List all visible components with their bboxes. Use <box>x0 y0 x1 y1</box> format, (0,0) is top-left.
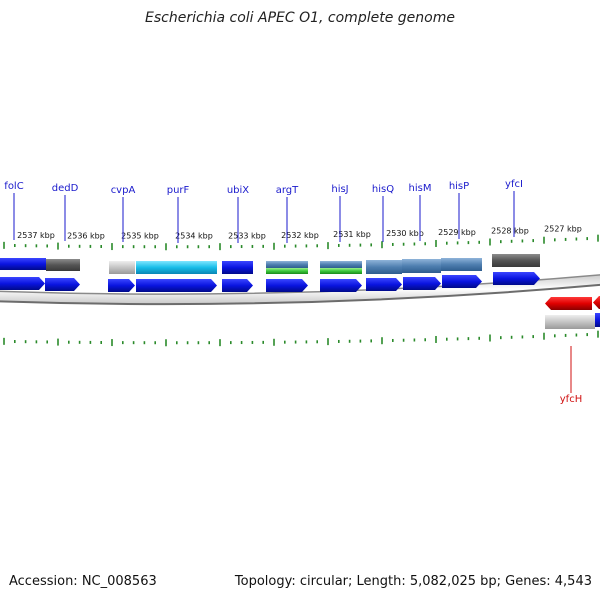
scale-label: 2535 kbp <box>121 232 159 241</box>
gene-arrow-hisj[interactable] <box>320 279 362 292</box>
scale-label: 2532 kbp <box>281 231 319 240</box>
genome-summary-text: Topology: circular; Length: 5,082,025 bp… <box>234 574 592 589</box>
feature-block-hism[interactable] <box>402 259 441 273</box>
feature-block-ubix[interactable] <box>222 261 253 274</box>
feature-block-dedd[interactable] <box>46 259 80 271</box>
accession-text: Accession: NC_008563 <box>9 574 157 589</box>
outer-tick-ring <box>3 234 599 251</box>
backbone-inner-edge <box>0 283 600 306</box>
feature-block-folc[interactable] <box>0 258 46 270</box>
gene-label-ubix[interactable]: ubiX <box>227 185 249 196</box>
feature-block-purf[interactable] <box>136 261 217 274</box>
gene-arrow-yfch-next[interactable] <box>593 296 600 309</box>
gene-labels: folC dedD cvpA purF ubiX argT hisJ hisQ … <box>4 179 582 405</box>
gene-arrow-yfci[interactable] <box>493 272 540 285</box>
gene-label-hism[interactable]: hisM <box>409 183 432 194</box>
feature-block-hisp[interactable] <box>441 258 482 271</box>
gene-arrow-purf[interactable] <box>136 279 217 292</box>
genome-backbone <box>0 274 600 305</box>
scale-label: 2531 kbp <box>333 230 371 239</box>
feature-block-yfch-next[interactable] <box>595 313 600 327</box>
gene-arrow-hism[interactable] <box>403 277 441 290</box>
scale-label: 2527 kbp <box>544 225 582 234</box>
map-title: Escherichia coli APEC O1, complete genom… <box>145 10 455 26</box>
feature-block-yfch[interactable] <box>545 315 595 329</box>
gene-arrow-dedd[interactable] <box>45 278 80 291</box>
feature-block-hisj-2[interactable] <box>320 268 362 274</box>
gene-arrow-cvpa[interactable] <box>108 279 135 292</box>
gene-label-yfci[interactable]: yfcI <box>505 179 523 190</box>
scale-labels: 2537 kbp 2536 kbp 2535 kbp 2534 kbp 2533 kbp… <box>17 225 582 241</box>
gene-arrow-folc[interactable] <box>0 277 45 290</box>
scale-label: 2537 kbp <box>17 231 55 240</box>
gene-arrow-hisp[interactable] <box>442 275 482 288</box>
label-leaders <box>13 191 572 393</box>
gene-label-folc[interactable]: folC <box>4 181 23 192</box>
scale-label: 2530 kbp <box>386 229 424 238</box>
gene-label-cvpa[interactable]: cvpA <box>111 185 136 196</box>
scale-label: 2536 kbp <box>67 231 105 240</box>
gene-label-hisp[interactable]: hisP <box>449 181 469 192</box>
scale-label: 2533 kbp <box>228 232 266 241</box>
feature-block-argt-2[interactable] <box>266 268 308 274</box>
gene-arrow-yfch[interactable] <box>545 297 592 310</box>
gene-label-hisj[interactable]: hisJ <box>331 184 348 195</box>
feature-block-hisj[interactable] <box>320 261 362 268</box>
feature-block-yfci[interactable] <box>492 254 540 267</box>
feature-ring-cogs <box>0 254 600 329</box>
feature-block-hisq[interactable] <box>366 260 402 274</box>
scale-label: 2529 kbp <box>438 228 476 237</box>
gene-label-hisq[interactable]: hisQ <box>372 184 394 195</box>
scale-label: 2534 kbp <box>175 232 213 241</box>
gene-arrows-forward <box>0 272 540 292</box>
gene-arrow-ubix[interactable] <box>222 279 253 292</box>
inner-tick-ring <box>3 330 599 347</box>
gene-label-yfch[interactable]: yfcH <box>560 394 582 405</box>
scale-label: 2528 kbp <box>491 226 529 235</box>
gene-arrow-hisq[interactable] <box>366 278 402 291</box>
feature-block-argt[interactable] <box>266 261 308 268</box>
feature-block-cvpa[interactable] <box>109 261 135 274</box>
gene-label-dedd[interactable]: dedD <box>52 183 79 194</box>
gene-label-purf[interactable]: purF <box>167 185 190 196</box>
gene-arrow-argt[interactable] <box>266 279 308 292</box>
gene-label-argt[interactable]: argT <box>276 185 299 196</box>
gene-arrows-reverse <box>545 296 600 310</box>
